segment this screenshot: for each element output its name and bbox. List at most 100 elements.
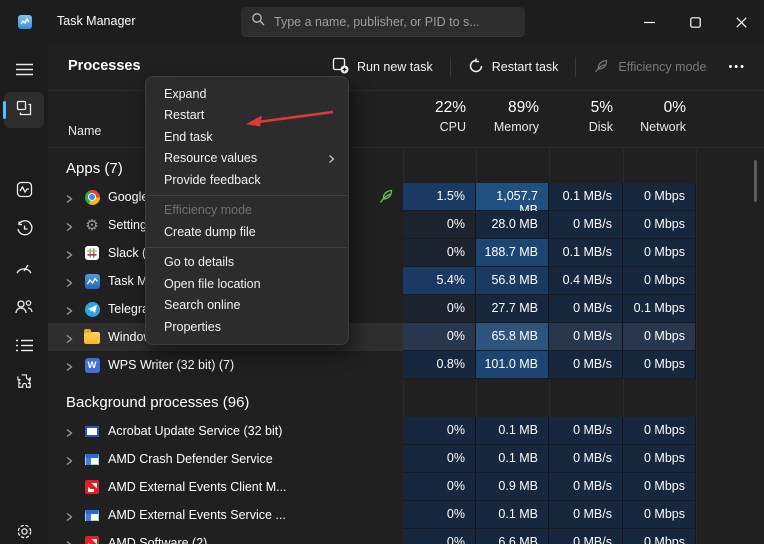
cell-network: 0 Mbps [623, 473, 696, 501]
cell-cpu: 0.8% [403, 351, 476, 379]
app-icon [84, 423, 100, 439]
amd-icon [85, 536, 99, 544]
telegram-icon [84, 301, 100, 317]
vertical-scrollbar[interactable] [754, 160, 757, 202]
process-name-cell: W WPS Writer (32 bit) (7) [48, 351, 403, 379]
hamburger-menu-button[interactable] [4, 54, 44, 90]
menu-item-restart[interactable]: Restart [164, 108, 205, 123]
sidebar-item-settings[interactable] [4, 516, 44, 544]
sidebar-item-startup-apps[interactable] [4, 252, 44, 288]
process-row[interactable]: AMD Software (2) 0% 6.6 MB 0 MB/s 0 Mbps [48, 529, 764, 544]
app-icon [84, 479, 100, 495]
task-manager-icon [84, 273, 100, 289]
menu-item-open-file-location[interactable]: Open file location [164, 276, 261, 291]
context-menu: Expand Restart End task Resource values Prov… [145, 76, 349, 345]
expand-chevron-icon[interactable] [64, 219, 76, 232]
process-name: AMD Crash Defender Service [108, 452, 273, 466]
expand-chevron-icon[interactable] [64, 247, 76, 260]
minimize-button[interactable] [626, 0, 672, 44]
menu-item-expand[interactable]: Expand [164, 86, 207, 101]
app-icon: W [84, 357, 100, 373]
menu-item-end-task[interactable]: End task [164, 129, 213, 144]
expand-chevron-icon[interactable] [64, 425, 76, 438]
maximize-button[interactable] [672, 0, 718, 44]
cell-disk: 0 MB/s [549, 529, 623, 544]
search-input[interactable]: Type a name, publisher, or PID to s... [241, 7, 525, 37]
restart-task-button[interactable]: Restart task [458, 52, 569, 83]
section-title: Apps (7) [66, 160, 123, 177]
cell-memory: 27.7 MB [476, 295, 549, 323]
process-name: AMD External Events Service ... [108, 508, 286, 522]
expand-chevron-icon[interactable] [64, 275, 76, 288]
menu-item-resource-values[interactable]: Resource values [146, 148, 348, 170]
cell-network: 0 Mbps [623, 239, 696, 267]
menu-separator [147, 194, 347, 196]
process-row[interactable]: Task M 5.4% 56.8 MB 0.4 MB/s 0 Mbps [48, 267, 764, 295]
usage-label: Network [640, 120, 686, 134]
column-header-cpu[interactable]: 22% CPU [403, 91, 476, 149]
column-header-network[interactable]: 0% Network [623, 91, 696, 149]
process-row[interactable]: ⚙ Setting 0% 28.0 MB 0 MB/s 0 Mbps [48, 211, 764, 239]
expand-chevron-icon[interactable] [64, 537, 76, 544]
users-icon [15, 299, 33, 319]
close-button[interactable] [718, 0, 764, 44]
cell-cpu: 0% [403, 323, 476, 351]
run-new-task-button[interactable]: Run new task [322, 51, 443, 83]
cell-cpu: 0% [403, 239, 476, 267]
sidebar-item-processes[interactable] [3, 92, 44, 128]
menu-item-search-online[interactable]: Search online [164, 298, 241, 313]
sidebar-item-services[interactable] [4, 366, 44, 402]
sidebar-item-details[interactable] [4, 330, 44, 366]
process-name-cell: Slack ( [48, 239, 403, 267]
menu-item-create-dump-file[interactable]: Create dump file [164, 224, 256, 239]
process-name-cell: Acrobat Update Service (32 bit) [48, 417, 403, 445]
process-name: Telegra [108, 302, 149, 316]
process-row[interactable]: Google 1.5% 1,057.7 MB 0.1 MB/s 0 Mbps [48, 183, 764, 217]
efficiency-leaf-icon [378, 188, 395, 205]
menu-item-go-to-details[interactable]: Go to details [164, 255, 235, 270]
menu-item-provide-feedback[interactable]: Provide feedback [164, 172, 261, 187]
menu-item-properties[interactable]: Properties [164, 319, 221, 334]
search-placeholder: Type a name, publisher, or PID to s... [274, 14, 480, 29]
process-row[interactable]: Slack (0% 188.7 MB 0.1 MB/s 0 Mbps [48, 239, 764, 267]
sidebar-item-performance[interactable] [4, 174, 44, 210]
window-app-icon [85, 509, 99, 521]
performance-icon [16, 181, 33, 203]
expand-chevron-icon[interactable] [64, 303, 76, 316]
cell-disk: 0 MB/s [549, 295, 623, 323]
expand-chevron-icon[interactable] [64, 191, 76, 204]
process-row[interactable]: Acrobat Update Service (32 bit) 0% 0.1 MB 0… [48, 417, 764, 445]
process-row[interactable]: AMD External Events Client M... 0% 0.9 MB 0… [48, 473, 764, 501]
gear-icon [16, 523, 33, 544]
cell-cpu: 0% [403, 417, 476, 445]
menu-item-efficiency-mode: Efficiency mode [164, 203, 253, 218]
expand-chevron-icon[interactable] [64, 453, 76, 466]
cell-cpu: 0% [403, 445, 476, 473]
more-options-button[interactable]: ••• [728, 61, 746, 73]
cell-disk: 0.1 MB/s [549, 239, 623, 267]
process-row[interactable]: AMD Crash Defender Service 0% 0.1 MB 0 MB/s… [48, 445, 764, 473]
sidebar-item-app-history[interactable] [4, 213, 44, 249]
cell-cpu: 0% [403, 473, 476, 501]
details-list-icon [15, 339, 33, 357]
usage-label: Memory [493, 120, 539, 134]
process-row[interactable]: Telegra 0% 27.7 MB 0 MB/s 0.1 Mbps [48, 295, 764, 323]
expand-chevron-icon[interactable] [64, 359, 76, 372]
task-manager-app-icon [18, 15, 32, 29]
sidebar-item-users[interactable] [4, 291, 44, 327]
run-new-task-label: Run new task [357, 60, 433, 74]
cell-network: 0 Mbps [623, 351, 696, 379]
process-row[interactable]: W WPS Writer (32 bit) (7) 0.8% 101.0 MB 0 MB… [48, 351, 764, 379]
cell-cpu: 0% [403, 211, 476, 239]
app-icon [84, 273, 100, 289]
process-row[interactable]: AMD External Events Service ... 0% 0.1 MB 0… [48, 501, 764, 529]
column-header-name[interactable]: Name [68, 124, 102, 138]
efficiency-mode-button[interactable]: Efficiency mode [583, 52, 716, 83]
expand-chevron-icon[interactable] [64, 331, 76, 344]
column-header-memory[interactable]: 89% Memory [476, 91, 549, 149]
expand-chevron-icon[interactable] [64, 509, 76, 522]
app-icon [84, 329, 100, 345]
app-icon [84, 535, 100, 544]
column-header-disk[interactable]: 5% Disk [549, 91, 623, 149]
